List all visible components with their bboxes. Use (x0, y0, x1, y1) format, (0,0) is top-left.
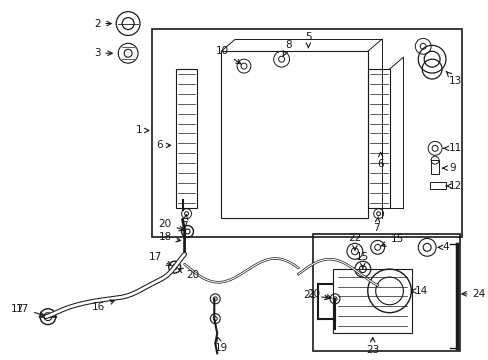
Bar (430, 160, 438, 174)
Text: 23: 23 (366, 337, 379, 355)
Text: 4: 4 (437, 242, 447, 252)
Text: 7: 7 (373, 217, 379, 233)
Text: 24: 24 (461, 289, 485, 299)
Text: 10: 10 (216, 46, 240, 64)
Text: 1: 1 (135, 126, 148, 135)
Text: 6: 6 (156, 140, 170, 150)
Text: 17: 17 (11, 304, 24, 314)
Text: 7: 7 (181, 215, 187, 230)
Text: 2: 2 (94, 19, 111, 28)
Text: 11: 11 (443, 143, 461, 153)
Bar (367, 69, 389, 208)
Text: 5: 5 (305, 32, 311, 48)
Text: 19: 19 (214, 337, 227, 354)
Text: 8: 8 (283, 40, 291, 56)
Text: 3: 3 (94, 48, 112, 58)
Text: 20: 20 (158, 219, 183, 231)
Text: 17: 17 (16, 304, 44, 316)
Bar (429, 182, 445, 189)
Text: 17: 17 (148, 252, 171, 265)
Text: 12: 12 (445, 181, 461, 191)
Bar (175, 69, 197, 208)
Text: 22: 22 (347, 233, 361, 250)
Text: 15: 15 (355, 252, 368, 268)
Bar (332, 269, 411, 333)
Bar (152, 30, 461, 238)
Text: 13: 13 (445, 71, 461, 86)
Text: 21: 21 (303, 290, 328, 300)
Text: 20: 20 (306, 289, 330, 299)
Text: 18: 18 (158, 233, 180, 242)
Text: 16: 16 (92, 300, 114, 312)
Text: 20: 20 (178, 269, 199, 280)
Bar (313, 234, 459, 351)
Text: 15: 15 (381, 234, 403, 246)
Bar (221, 51, 367, 218)
Text: 9: 9 (442, 163, 455, 173)
Text: 6: 6 (377, 152, 383, 169)
Text: 14: 14 (411, 286, 427, 296)
